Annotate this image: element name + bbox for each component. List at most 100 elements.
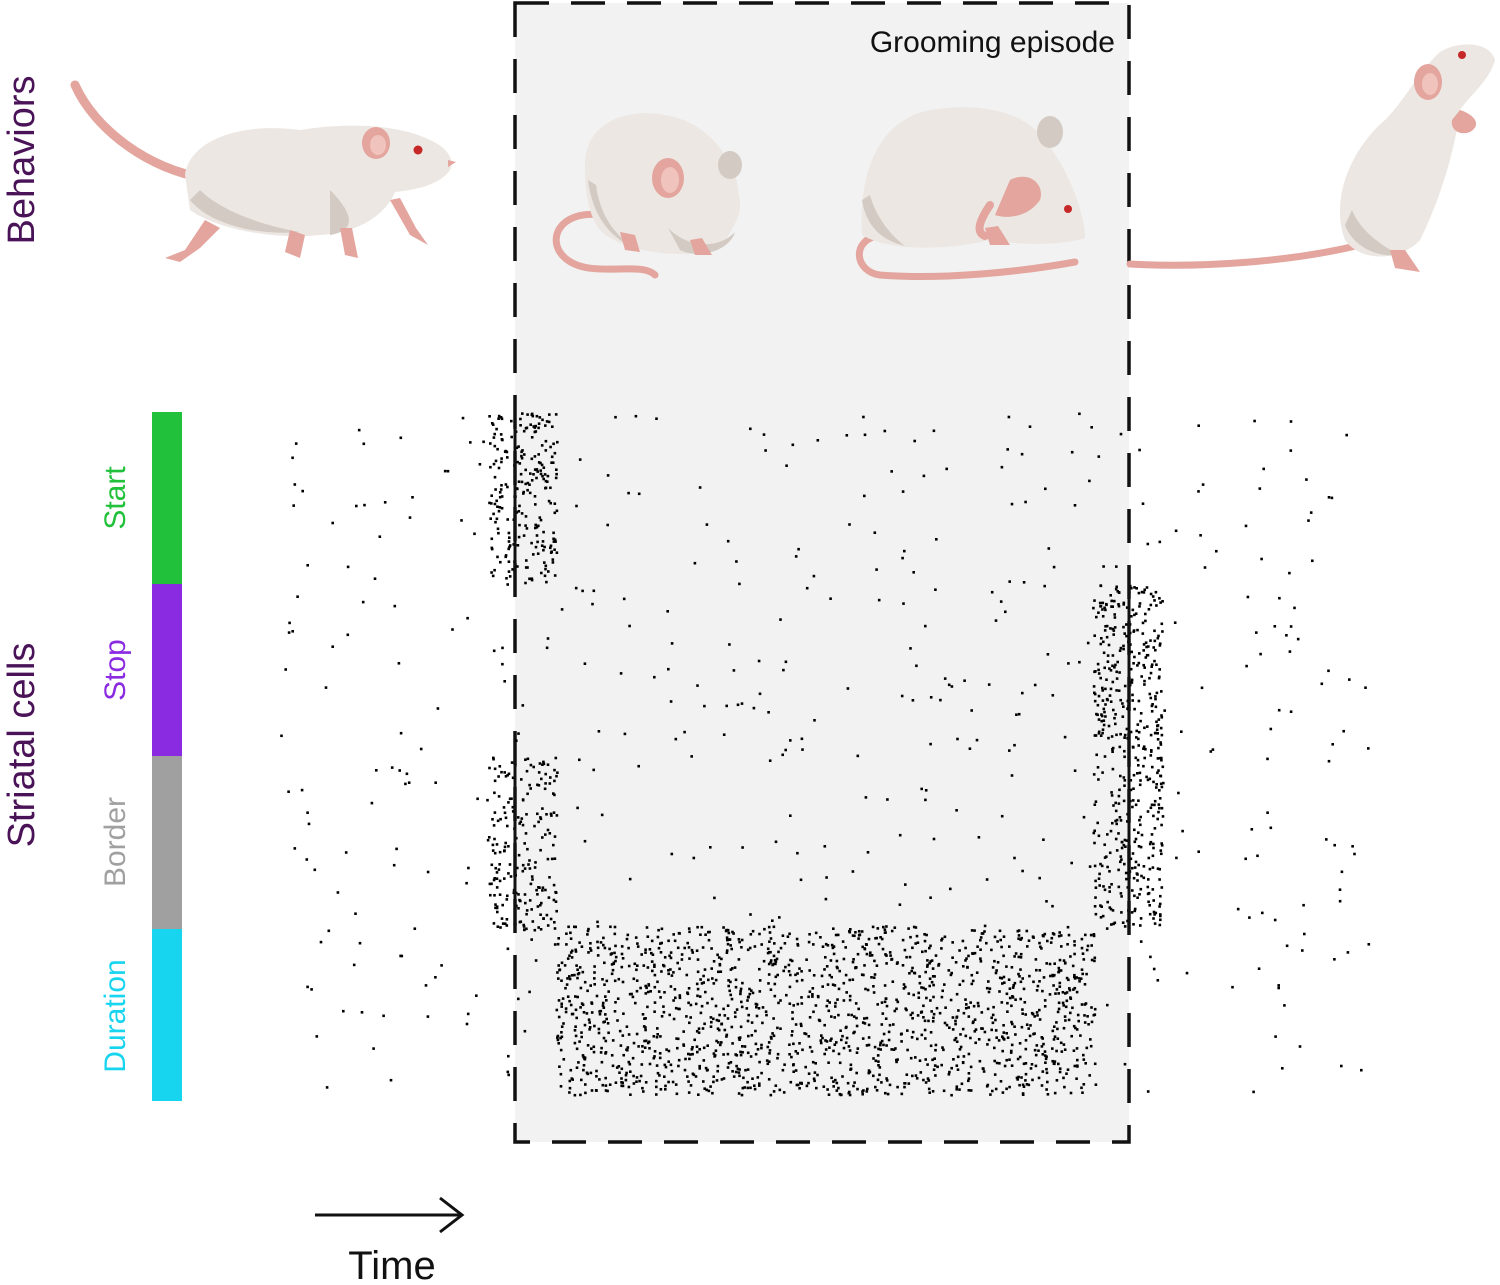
spike-dot bbox=[848, 1090, 851, 1094]
spike-dot bbox=[1197, 490, 1200, 493]
spike-dot bbox=[1008, 1085, 1011, 1089]
spike-dot bbox=[700, 1004, 704, 1008]
spike-dot bbox=[1161, 815, 1165, 818]
spike-dot bbox=[853, 934, 856, 938]
spike-dot bbox=[755, 1014, 759, 1018]
spike-dot bbox=[1001, 1035, 1004, 1038]
spike-dot bbox=[520, 480, 524, 484]
spike-dot bbox=[1231, 985, 1234, 989]
spike-dot bbox=[1157, 718, 1161, 721]
spike-dot bbox=[1098, 884, 1101, 887]
spike-dot bbox=[568, 977, 572, 981]
spike-dot bbox=[1162, 781, 1165, 785]
spike-dot bbox=[499, 926, 502, 929]
spike-dot bbox=[926, 959, 929, 962]
spike-dot bbox=[898, 833, 902, 837]
spike-dot bbox=[774, 975, 778, 979]
spike-dot bbox=[741, 1051, 744, 1054]
spike-dot bbox=[627, 491, 630, 495]
spike-dot bbox=[1094, 879, 1097, 883]
spike-dot bbox=[1139, 924, 1142, 927]
spike-dot bbox=[546, 857, 550, 861]
spike-dot bbox=[746, 1080, 749, 1084]
spike-dot bbox=[1155, 720, 1158, 724]
spike-dot bbox=[731, 967, 734, 970]
spike-dot bbox=[811, 995, 814, 998]
spike-dot bbox=[861, 1092, 864, 1096]
spike-dot bbox=[1134, 803, 1138, 807]
spike-dot bbox=[879, 1043, 882, 1047]
spike-dot bbox=[1123, 925, 1127, 928]
spike-dot bbox=[568, 1079, 572, 1083]
spike-dot bbox=[634, 1001, 637, 1005]
spike-dot bbox=[1021, 1008, 1024, 1011]
spike-dot bbox=[833, 1016, 836, 1019]
spike-dot bbox=[541, 836, 544, 839]
spike-dot bbox=[924, 1081, 928, 1084]
spike-dot bbox=[653, 1055, 656, 1058]
spike-dot bbox=[916, 1037, 919, 1041]
spike-dot bbox=[931, 1090, 935, 1093]
spike-dot bbox=[357, 428, 361, 432]
spike-dot bbox=[767, 1060, 771, 1063]
spike-dot bbox=[884, 997, 888, 1000]
spike-dot bbox=[768, 931, 772, 934]
spike-dot bbox=[976, 1001, 980, 1005]
spike-dot bbox=[700, 982, 704, 985]
spike-dot bbox=[882, 925, 885, 929]
spike-dot bbox=[1125, 877, 1128, 881]
spike-dot bbox=[974, 1028, 978, 1031]
spike-dot bbox=[967, 1079, 970, 1083]
spike-dot bbox=[643, 1046, 647, 1049]
spike-dot bbox=[535, 476, 538, 480]
spike-dot bbox=[565, 983, 569, 986]
spike-dot bbox=[857, 1007, 860, 1011]
spike-dot bbox=[515, 739, 518, 742]
spike-dot bbox=[875, 568, 878, 571]
spike-dot bbox=[1092, 934, 1096, 938]
spike-dot bbox=[598, 1078, 601, 1081]
spike-dot bbox=[560, 608, 564, 611]
spike-dot bbox=[927, 1019, 930, 1023]
spike-dot bbox=[1117, 603, 1120, 606]
spike-dot bbox=[589, 1071, 593, 1075]
spike-dot bbox=[895, 998, 898, 1002]
spike-dot bbox=[937, 964, 940, 967]
spike-dot bbox=[826, 983, 830, 986]
spike-dot bbox=[1159, 743, 1163, 746]
spike-dot bbox=[490, 863, 494, 867]
spike-dot bbox=[540, 544, 544, 547]
spike-dot bbox=[446, 469, 450, 473]
spike-dot bbox=[807, 1081, 810, 1085]
spike-dot bbox=[604, 1039, 608, 1043]
spike-dot bbox=[1153, 639, 1157, 643]
spike-dot bbox=[954, 961, 958, 964]
stop-group-label: Stop bbox=[99, 639, 132, 701]
spike-dot bbox=[1058, 969, 1061, 972]
spike-dot bbox=[588, 1028, 591, 1031]
spike-dot bbox=[629, 1070, 632, 1073]
spike-dot bbox=[924, 789, 928, 792]
spike-dot bbox=[1154, 648, 1157, 652]
spike-dot bbox=[943, 935, 947, 939]
spike-dot bbox=[967, 1089, 971, 1092]
spike-dot bbox=[955, 1085, 959, 1088]
spike-dot bbox=[1070, 861, 1073, 865]
spike-dot bbox=[426, 1015, 430, 1018]
spike-dot bbox=[576, 968, 579, 971]
spike-dot bbox=[1133, 655, 1136, 659]
spike-dot bbox=[1030, 1063, 1034, 1066]
spike-dot bbox=[1075, 1077, 1078, 1080]
spike-dot bbox=[1020, 936, 1023, 940]
spike-dot bbox=[537, 426, 540, 430]
spike-dot bbox=[659, 996, 662, 999]
spike-dot bbox=[656, 935, 660, 939]
spike-dot bbox=[593, 971, 596, 974]
spike-dot bbox=[1042, 838, 1045, 841]
spike-dot bbox=[1136, 896, 1139, 899]
spike-dot bbox=[544, 486, 547, 490]
spike-dot bbox=[877, 598, 881, 602]
spike-dot bbox=[838, 969, 841, 973]
spike-dot bbox=[419, 747, 423, 751]
